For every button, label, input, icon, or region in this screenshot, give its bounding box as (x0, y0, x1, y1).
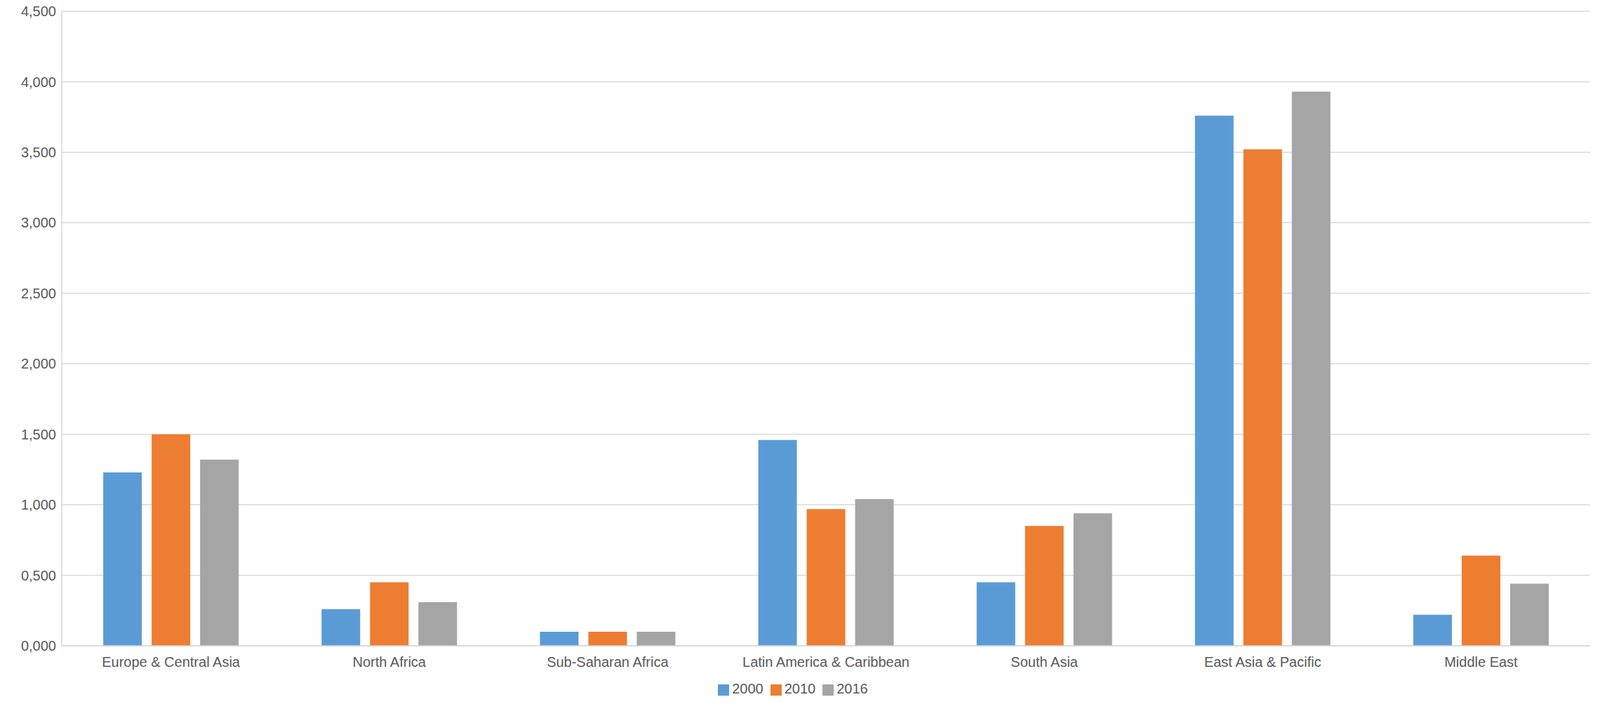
svg-text:Sub-Saharan Africa: Sub-Saharan Africa (546, 654, 669, 670)
svg-text:South Asia: South Asia (1010, 654, 1079, 670)
svg-text:4,500: 4,500 (21, 3, 57, 19)
html-text:2010: 2010 (784, 680, 816, 697)
svg-text:3,500: 3,500 (21, 144, 57, 160)
svg-text:1,000: 1,000 (21, 496, 57, 513)
svg-text:Latin America & Caribbean: Latin America & Caribbean (742, 654, 910, 670)
svg-text:0,000: 0,000 (21, 637, 57, 654)
svg-text:North Africa: North Africa (352, 654, 426, 670)
svg-text:1,500: 1,500 (21, 426, 57, 443)
html-text:2000: 2000 (732, 680, 764, 697)
svg-text:Europe & Central Asia: Europe & Central Asia (101, 654, 241, 670)
svg-text:2,500: 2,500 (21, 285, 57, 302)
svg-text:2,000: 2,000 (21, 355, 57, 372)
svg-text:3,000: 3,000 (21, 214, 57, 231)
svg-text:0,500: 0,500 (21, 567, 57, 584)
svg-text:East Asia & Pacific: East Asia & Pacific (1204, 654, 1322, 670)
svg-text:Middle East: Middle East (1444, 654, 1518, 670)
svg-text:4,000: 4,000 (21, 74, 57, 90)
html-text:2016: 2016 (836, 680, 868, 697)
